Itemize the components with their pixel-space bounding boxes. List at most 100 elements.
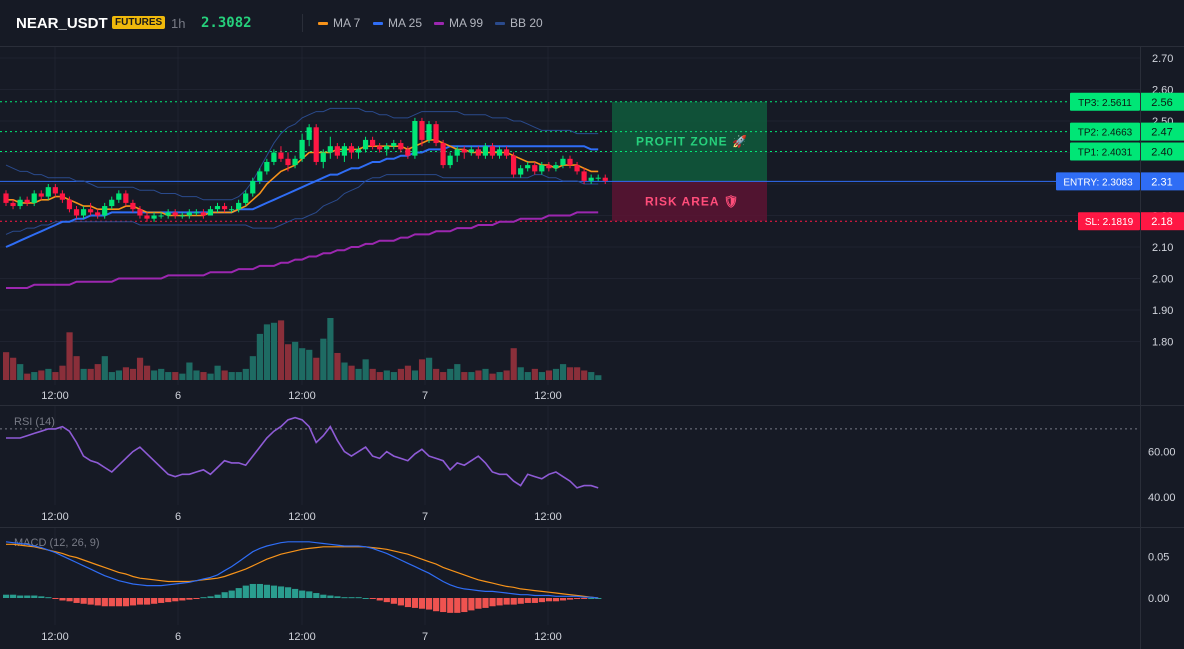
legend-bb20[interactable]: BB 20 — [495, 16, 543, 30]
macd-histogram-bar — [517, 598, 524, 604]
timeframe-label[interactable]: 1h — [171, 16, 186, 31]
time-tick-label: 6 — [175, 631, 181, 643]
macd-histogram-bar — [348, 597, 355, 599]
macd-histogram-bar — [151, 598, 158, 604]
candle-body — [306, 127, 312, 140]
legend-ma7[interactable]: MA 7 — [318, 16, 360, 30]
volume-bar — [426, 357, 433, 380]
macd-histogram-bar — [390, 598, 397, 604]
macd-histogram-bar — [440, 598, 447, 613]
candle-body — [102, 206, 108, 216]
volume-bar — [45, 368, 52, 380]
macd-histogram-bar — [172, 598, 179, 602]
time-tick-label: 7 — [422, 390, 428, 402]
header-divider — [302, 14, 303, 32]
candle-body — [193, 212, 199, 214]
legend-bb20-swatch — [495, 21, 505, 25]
candle-body — [362, 139, 369, 150]
candle-body — [116, 193, 122, 200]
risk-zone — [612, 181, 767, 222]
candle-body — [440, 143, 446, 166]
time-tick-label: 6 — [175, 511, 181, 523]
legend-ma25[interactable]: MA 25 — [373, 16, 422, 30]
volume-bar — [376, 372, 383, 380]
macd-histogram-bar — [108, 598, 115, 607]
volume-bar — [355, 368, 362, 380]
macd-tick-label: 0.00 — [1148, 593, 1169, 605]
candle-body — [377, 146, 383, 150]
macd-histogram-bar — [411, 598, 419, 608]
macd-histogram-bar — [129, 598, 137, 606]
candle-body — [391, 143, 397, 147]
volume-bar — [468, 372, 475, 380]
volume-bar — [73, 356, 80, 380]
volume-bar — [228, 372, 235, 380]
volume-bar — [574, 367, 581, 380]
macd-histogram-bar — [186, 598, 193, 600]
candle-body — [518, 168, 524, 175]
legend-ma99[interactable]: MA 99 — [434, 16, 483, 30]
level-labels: TP3: 2.5611 2.56 TP2: 2.4663 2.47 TP1: 2.403… — [1056, 92, 1184, 231]
volume-bar — [313, 357, 320, 380]
volume-bar — [179, 373, 186, 380]
macd-histogram-bar — [538, 598, 545, 603]
volume-bar — [510, 348, 517, 380]
macd-histogram-bar — [193, 598, 200, 599]
candle-body — [355, 149, 362, 153]
candle-body — [257, 171, 263, 181]
axis-badge-entry: 2.31 — [1151, 176, 1172, 188]
candle-body — [200, 212, 206, 216]
macd-histogram-bar — [588, 598, 595, 599]
level-label-tp2: TP2: 2.4663 — [1078, 128, 1133, 139]
level-label-entry: ENTRY: 2.3083 — [1063, 177, 1133, 188]
macd-histogram-bar — [80, 598, 87, 604]
candle-body — [574, 165, 580, 172]
macd-histogram-bar — [489, 598, 496, 607]
macd-histogram-bar — [221, 592, 228, 598]
candle-body — [553, 165, 559, 169]
candle-body — [405, 149, 411, 156]
level-label-tp1: TP1: 2.4031 — [1078, 148, 1133, 159]
candle-body — [447, 155, 453, 166]
axis-badge-tp2: 2.47 — [1151, 127, 1172, 139]
volume-bar — [242, 368, 249, 380]
volume-bar — [334, 352, 341, 380]
time-tick-label: 6 — [175, 390, 181, 402]
candle-body — [461, 149, 467, 153]
time-tick-label: 7 — [422, 511, 428, 523]
price-tick-label: 2.10 — [1152, 242, 1173, 254]
symbol-name[interactable]: NEAR_USDT — [16, 15, 108, 32]
axes: 2.702.602.502.402.302.202.102.001.901.80… — [41, 53, 1175, 643]
candle-body — [123, 193, 129, 203]
macd-histogram-bar — [426, 598, 433, 610]
candle-body — [10, 202, 16, 207]
price-tick-label: 2.00 — [1152, 274, 1173, 286]
volume-bar — [52, 372, 59, 380]
time-tick-label: 12:00 — [41, 511, 69, 523]
macd-signal-line — [6, 543, 599, 599]
profit-zone-label: PROFIT ZONE 🚀 — [636, 135, 748, 149]
time-tick-label: 12:00 — [288, 631, 316, 643]
candle-body — [165, 212, 171, 216]
volume-bar — [151, 370, 158, 380]
candle-body — [271, 152, 277, 162]
time-tick-label: 12:00 — [41, 631, 69, 643]
macd-histogram-bar — [404, 598, 412, 608]
volume-bar — [165, 372, 172, 380]
risk-zone-label: RISK AREA 🛡 — [645, 194, 740, 208]
legend-bb20-label: BB 20 — [510, 16, 543, 30]
candle-body — [348, 146, 355, 153]
volume-bar — [390, 372, 397, 380]
trade-zones: PROFIT ZONE 🚀 RISK AREA 🛡 — [612, 101, 767, 222]
volume-bar — [214, 365, 221, 380]
macd-histogram-bar — [595, 598, 602, 599]
macd-histogram-bar — [545, 598, 553, 602]
volume-bar — [277, 320, 285, 380]
time-tick-label: 12:00 — [534, 511, 562, 523]
macd-histogram-bar — [559, 598, 567, 601]
candle-body — [172, 212, 178, 216]
macd-histogram-bar — [461, 598, 468, 613]
volume-bar — [207, 373, 214, 380]
volume-bar — [59, 365, 66, 380]
